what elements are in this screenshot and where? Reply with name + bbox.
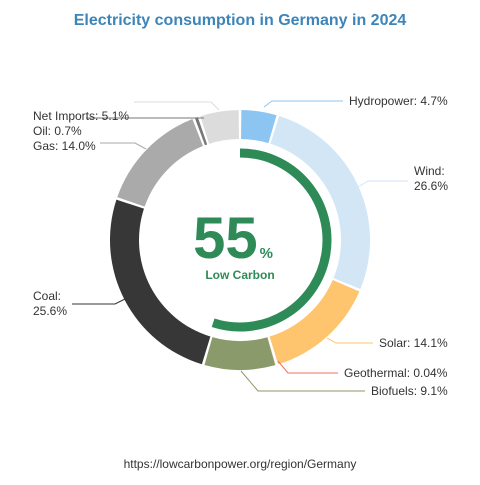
connector-gas bbox=[100, 142, 147, 150]
label-net-imports: Net Imports: 5.1% bbox=[33, 109, 129, 123]
label-value: 26.6% bbox=[414, 179, 448, 193]
label-hydropower: Hydropower: 4.7% bbox=[349, 94, 448, 108]
low-carbon-arc-group bbox=[211, 148, 332, 332]
connector-coal bbox=[72, 298, 126, 305]
connector-biofuels bbox=[240, 370, 365, 392]
connector-wind bbox=[357, 180, 408, 188]
low-carbon-arc bbox=[211, 148, 332, 332]
label-solar: Solar: 14.1% bbox=[379, 336, 448, 350]
slice-solar[interactable] bbox=[269, 280, 360, 365]
connector-solar bbox=[326, 337, 373, 344]
center-value-number: 55 bbox=[193, 206, 258, 271]
slice-geothermal[interactable] bbox=[267, 337, 276, 366]
center-value: 55% bbox=[193, 206, 273, 271]
slice-coal[interactable] bbox=[109, 199, 211, 365]
slice-biofuels[interactable] bbox=[204, 337, 276, 370]
connectors-group bbox=[72, 100, 408, 392]
slice-wind[interactable] bbox=[270, 116, 370, 290]
connector-net-imports bbox=[134, 101, 220, 111]
source-link[interactable]: https://lowcarbonpower.org/region/German… bbox=[124, 457, 357, 471]
label-value: 25.6% bbox=[33, 304, 67, 318]
center-value-unit: % bbox=[260, 245, 273, 262]
label-gas: Gas: 14.0% bbox=[33, 139, 96, 153]
slice-gas[interactable] bbox=[117, 119, 203, 207]
label-coal: Coal: 25.6% bbox=[33, 289, 67, 318]
slice-net-imports[interactable] bbox=[200, 110, 239, 144]
label-biofuels: Biofuels: 9.1% bbox=[371, 384, 448, 398]
connector-geothermal bbox=[277, 360, 338, 374]
slices-group bbox=[109, 110, 370, 370]
connector-hydropower bbox=[263, 100, 343, 108]
chart-title: Electricity consumption in Germany in 20… bbox=[74, 12, 407, 29]
label-oil: Oil: 0.7% bbox=[33, 124, 82, 138]
label-wind: Wind: 26.6% bbox=[414, 164, 448, 193]
label-name: Coal: bbox=[33, 289, 61, 303]
label-geothermal: Geothermal: 0.04% bbox=[344, 366, 448, 380]
slice-hydropower[interactable] bbox=[241, 110, 277, 144]
label-name: Wind: bbox=[414, 164, 445, 178]
labels-group: Hydropower: 4.7% Wind: 26.6% Solar: 14.1% Ge… bbox=[33, 94, 448, 398]
center-label: Low Carbon bbox=[205, 268, 274, 282]
slice-oil[interactable] bbox=[194, 117, 208, 146]
